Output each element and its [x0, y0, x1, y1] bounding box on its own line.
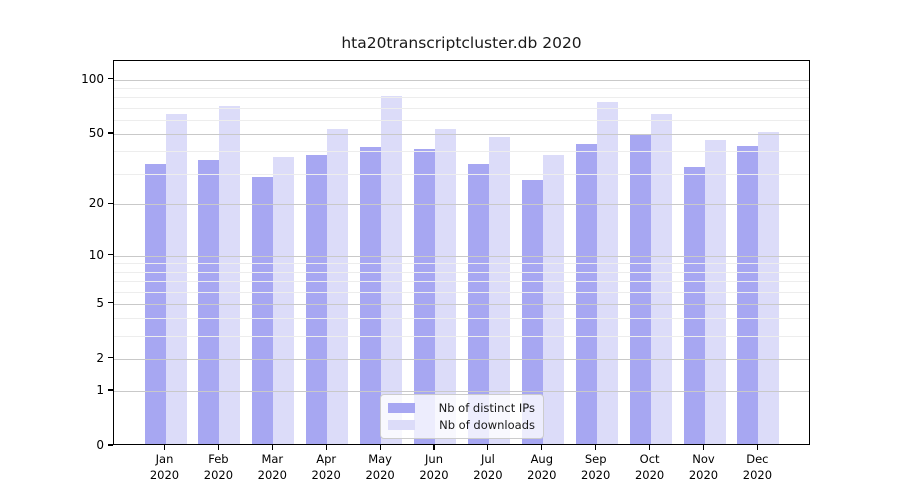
y-tick-label: 100 [81, 71, 104, 86]
y-tick-mark [108, 302, 113, 304]
x-tick-label: Oct 2020 [634, 452, 665, 482]
y-tick-label: 10 [88, 247, 104, 262]
y-tick-label: 2 [96, 350, 104, 365]
x-tick-mark [756, 445, 758, 450]
x-tick-mark [379, 445, 381, 450]
legend-label-downloads: Nb of downloads [439, 418, 535, 433]
x-tick-label: Sep 2020 [581, 452, 611, 482]
legend-swatch-downloads [388, 420, 415, 431]
y-tick-label: 1 [96, 383, 104, 397]
x-tick-mark [217, 445, 219, 450]
x-tick-label: Nov 2020 [688, 452, 719, 482]
y-tick-mark [108, 202, 113, 204]
x-tick-label: Apr 2020 [311, 452, 341, 482]
bar-downloads [758, 132, 780, 444]
x-tick-label: Aug 2020 [527, 452, 557, 482]
y-tick-mark [108, 444, 113, 446]
legend: Nb of distinct IPs Nb of downloads [380, 394, 544, 439]
bar-downloads [488, 136, 510, 444]
x-tick-label: May 2020 [365, 452, 395, 482]
bar-downloads [435, 128, 456, 444]
bar-distinct-ips [575, 143, 597, 444]
legend-swatch-distinct-ips [388, 402, 415, 413]
x-tick-label: Feb 2020 [203, 452, 234, 482]
chart-title: hta20transcriptcluster.db 2020 [341, 34, 582, 52]
x-tick-label: Dec 2020 [742, 452, 773, 482]
y-tick-mark [108, 254, 113, 256]
y-tick-mark [108, 389, 113, 391]
bar-downloads [704, 140, 726, 444]
bar-distinct-ips [252, 176, 274, 444]
bar-downloads [219, 105, 241, 444]
legend-item-downloads: Nb of downloads [388, 418, 535, 432]
y-tick-mark [108, 132, 113, 134]
x-tick-mark [649, 445, 651, 450]
bar-distinct-ips [198, 159, 220, 444]
bar-downloads [542, 155, 564, 444]
x-tick-label: Mar 2020 [257, 452, 287, 482]
x-tick-mark [487, 445, 489, 450]
y-tick-label: 20 [88, 196, 104, 211]
bar-distinct-ips [144, 164, 166, 444]
bar-distinct-ips [521, 179, 543, 444]
x-tick-mark [433, 445, 435, 450]
bar-distinct-ips [306, 155, 328, 444]
bar-downloads [327, 128, 349, 444]
y-tick-label: 50 [88, 126, 104, 141]
y-tick-mark [108, 357, 113, 359]
bars-layer [114, 61, 809, 444]
bar-downloads [650, 114, 672, 444]
bar-downloads [381, 96, 403, 444]
x-tick-mark [595, 445, 597, 450]
x-tick-mark [541, 445, 543, 450]
legend-item-distinct-ips: Nb of distinct IPs [388, 401, 535, 415]
bar-downloads [165, 114, 187, 444]
y-tick-label: 0 [96, 438, 104, 452]
legend-label-distinct-ips: Nb of distinct IPs [438, 400, 535, 415]
y-tick-label: 5 [96, 295, 104, 310]
x-tick-label: Jul 2020 [473, 452, 503, 482]
plot-area: Nb of distinct IPs Nb of downloads [113, 60, 810, 445]
bar-distinct-ips [737, 145, 759, 444]
x-tick-label: Jun 2020 [419, 452, 449, 482]
y-tick-mark [108, 78, 113, 80]
x-tick-mark [325, 445, 327, 450]
bar-downloads [596, 102, 618, 444]
x-tick-label: Jan 2020 [149, 452, 180, 482]
bar-distinct-ips [683, 166, 705, 444]
bar-distinct-ips [629, 133, 651, 444]
x-tick-mark [163, 445, 166, 450]
bar-distinct-ips [414, 149, 435, 444]
x-tick-mark [702, 445, 705, 450]
bar-downloads [273, 157, 295, 444]
bar-distinct-ips [360, 147, 382, 444]
x-tick-mark [271, 445, 273, 450]
